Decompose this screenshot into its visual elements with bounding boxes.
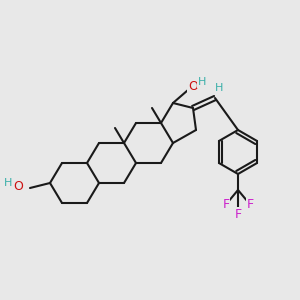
Text: F: F xyxy=(222,197,230,211)
Text: O: O xyxy=(13,179,23,193)
Text: O: O xyxy=(188,80,198,92)
Text: F: F xyxy=(246,197,254,211)
Text: H: H xyxy=(198,77,206,87)
Text: F: F xyxy=(234,208,242,220)
Text: H: H xyxy=(4,178,12,188)
Text: H: H xyxy=(215,83,223,93)
